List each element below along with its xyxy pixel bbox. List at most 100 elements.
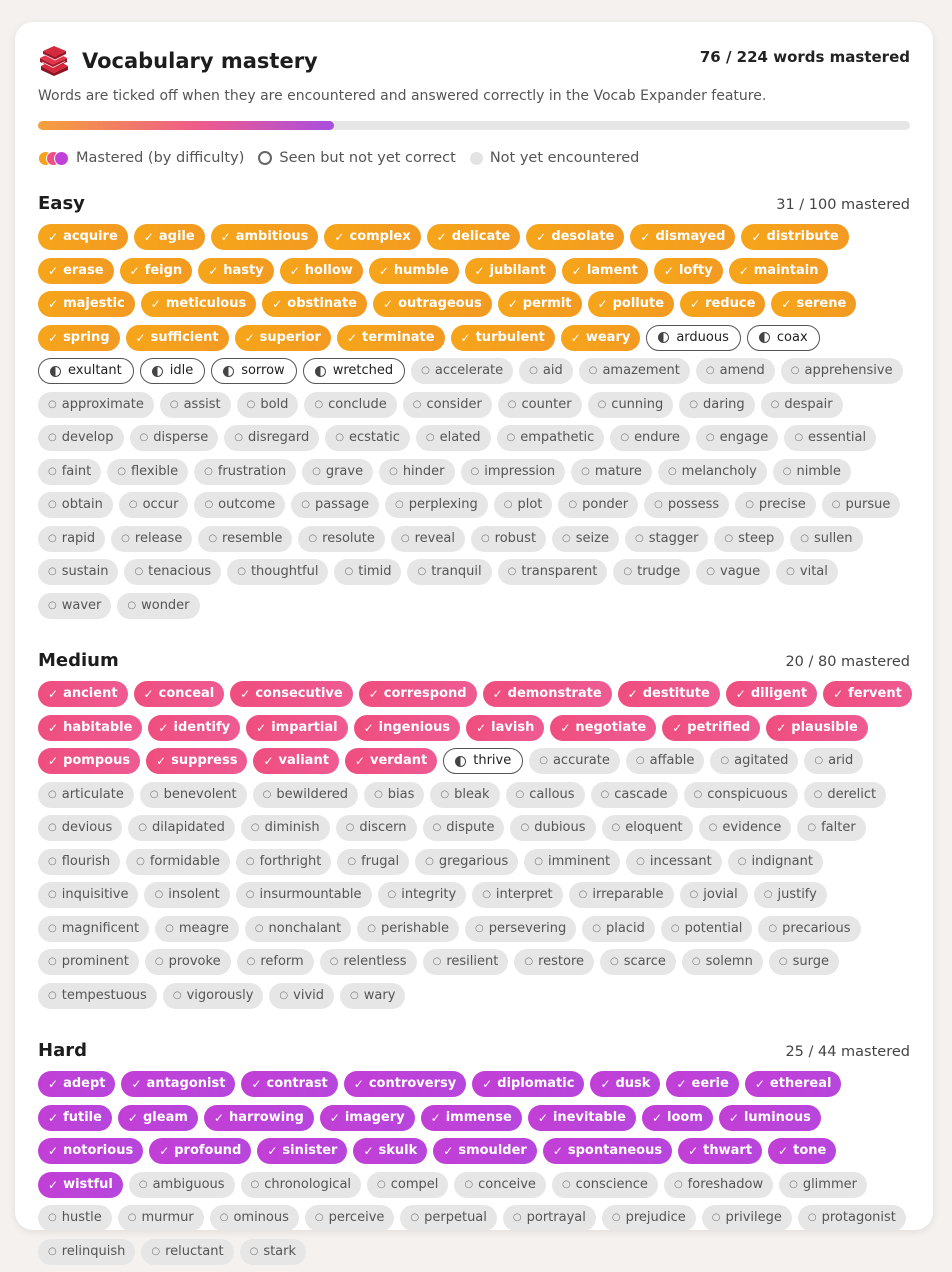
word-label: bias xyxy=(387,786,415,802)
word-chip-inevitable: ✓ inevitable xyxy=(527,1104,636,1131)
word-chip-grave: ○ grave xyxy=(302,458,374,485)
circle-icon: ○ xyxy=(529,365,538,376)
word-chip-indignant: ○ indignant xyxy=(727,848,823,875)
word-chip-immense: ✓ immense xyxy=(420,1104,522,1131)
circle-icon: ○ xyxy=(245,889,255,900)
word-label: wonder xyxy=(141,597,190,613)
word-chip-disregard: ○ disregard xyxy=(224,425,320,451)
vocabulary-card: Vocabulary mastery 76 / 224 words master… xyxy=(15,22,933,1265)
word-chip-dusk: ✓ dusk xyxy=(590,1071,661,1097)
word-chip-hollow: ✓ hollow xyxy=(279,257,363,284)
circle-icon: ○ xyxy=(706,566,716,577)
word-chip-conscience: ○ conscience xyxy=(551,1171,658,1198)
word-chip-amend: ○ amend xyxy=(695,358,775,384)
word-label: release xyxy=(134,530,183,546)
word-chip-callous: ○ callous xyxy=(505,781,585,808)
word-label: persevering xyxy=(488,920,567,936)
word-label: ingenious xyxy=(378,719,451,735)
word-chip-vague: ○ vague xyxy=(696,559,771,585)
word-chip-cunning: ○ cunning xyxy=(587,391,674,418)
word-label: seize xyxy=(575,530,609,546)
word-chip-sullen: ○ sullen xyxy=(790,525,863,552)
difficulty-dots-icon xyxy=(38,151,70,166)
word-chip-futile: ✓ futile xyxy=(38,1104,112,1131)
word-label: robust xyxy=(494,530,537,546)
word-chip-suppress: ✓ suppress xyxy=(146,748,248,774)
word-chip-vigorously: ○ vigorously xyxy=(162,982,264,1009)
check-icon: ✓ xyxy=(48,754,59,768)
word-chip-smoulder: ✓ smoulder xyxy=(433,1138,537,1164)
word-label: protagonist xyxy=(821,1210,896,1225)
word-label: perpetual xyxy=(424,1210,487,1225)
word-label: lament xyxy=(586,262,638,278)
word-chip-dispute: ○ dispute xyxy=(422,815,505,841)
word-label: nonchalant xyxy=(268,920,342,936)
word-chip-disperse: ○ disperse xyxy=(129,425,219,451)
word-label: thoughtful xyxy=(250,564,319,579)
legend-not-seen-label: Not yet encountered xyxy=(489,150,640,166)
word-chip-frustration: ○ frustration xyxy=(194,458,297,485)
word-chip-transparent: ○ transparent xyxy=(497,559,608,585)
check-icon: ✓ xyxy=(690,297,701,311)
circle-icon: ○ xyxy=(705,432,715,443)
word-label: eloquent xyxy=(625,820,683,835)
word-chip-list: ✓ acquire ✓ agile ✓ ambitious ✓ complex ✓ delicat… xyxy=(38,224,918,626)
check-icon: ✓ xyxy=(220,230,231,244)
circle-icon: ○ xyxy=(149,788,159,800)
word-chip-accurate: ○ accurate xyxy=(529,748,620,774)
circle-icon: ○ xyxy=(329,956,339,967)
circle-icon: ○ xyxy=(782,465,792,477)
circle-icon: ○ xyxy=(279,989,289,1001)
circle-icon: ○ xyxy=(635,532,644,544)
word-chip-erase: ✓ erase xyxy=(38,257,114,284)
word-label: habitable xyxy=(63,719,133,735)
word-label: loom xyxy=(667,1109,703,1125)
check-icon: ✓ xyxy=(627,687,638,701)
word-chip-waver: ○ waver xyxy=(38,592,112,619)
word-label: delicate xyxy=(451,229,511,244)
word-chip-impartial: ✓ impartial xyxy=(246,714,348,741)
word-label: valiant xyxy=(278,753,329,768)
word-label: meagre xyxy=(178,920,229,936)
word-label: rapid xyxy=(61,530,96,546)
word-label: relentless xyxy=(343,954,407,969)
word-chip-conceal: ✓ conceal xyxy=(133,681,225,707)
check-icon: ✓ xyxy=(363,1144,374,1158)
circle-icon: ○ xyxy=(48,922,57,934)
circle-icon: ○ xyxy=(794,432,804,443)
circle-icon: ○ xyxy=(770,398,780,410)
circle-icon: ○ xyxy=(377,1178,386,1190)
word-chip-plausible: ✓ plausible xyxy=(766,714,868,741)
circle-icon: ○ xyxy=(48,889,57,900)
word-label: thwart xyxy=(703,1143,753,1158)
word-label: lavish xyxy=(491,719,535,735)
word-chip-bewildered: ○ bewildered xyxy=(252,781,359,808)
circle-icon: ○ xyxy=(48,432,57,443)
word-chip-agile: ✓ agile xyxy=(133,224,205,250)
circle-icon: ○ xyxy=(578,889,588,900)
word-label: benevolent xyxy=(163,786,237,802)
circle-icon: ○ xyxy=(611,822,621,833)
word-chip-exultant: exultant xyxy=(38,358,134,384)
circle-icon: ○ xyxy=(534,855,543,867)
circle-icon: ○ xyxy=(507,398,517,410)
word-label: tenacious xyxy=(148,564,212,579)
check-icon: ✓ xyxy=(127,1110,138,1125)
word-chip-identify: ✓ identify xyxy=(148,714,241,741)
circle-icon: ○ xyxy=(568,499,578,510)
word-label: empathetic xyxy=(520,430,595,445)
word-label: glimmer xyxy=(802,1176,857,1192)
check-icon: ✓ xyxy=(728,1110,739,1125)
check-icon: ✓ xyxy=(833,687,844,701)
check-icon: ✓ xyxy=(552,1144,563,1158)
circle-icon: ○ xyxy=(562,532,571,544)
word-chip-relentless: ○ relentless xyxy=(319,949,417,975)
check-icon: ✓ xyxy=(48,1177,59,1192)
section-count: 25 / 44 mastered xyxy=(785,1044,910,1060)
word-chip-harrowing: ✓ harrowing xyxy=(203,1104,314,1131)
check-icon: ✓ xyxy=(346,330,358,345)
word-chip-petrified: ✓ petrified xyxy=(662,714,761,741)
word-label: articulate xyxy=(61,786,124,802)
circle-icon: ○ xyxy=(425,855,434,867)
word-chip-vital: ○ vital xyxy=(776,559,838,585)
